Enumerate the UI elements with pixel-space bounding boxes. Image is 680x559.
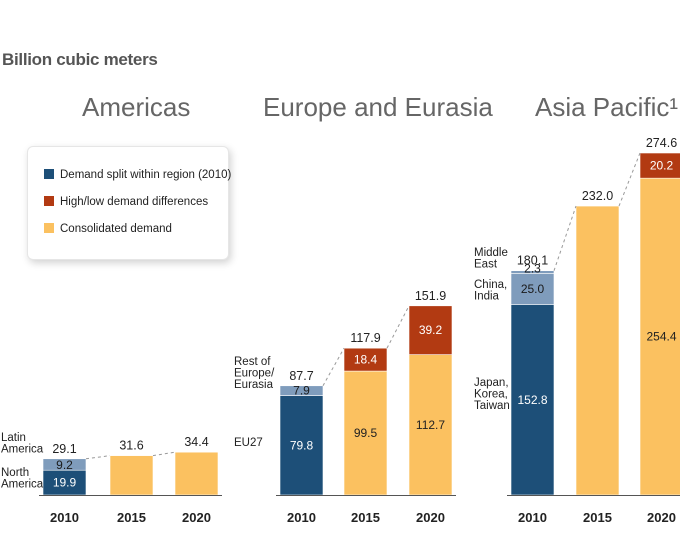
connector-americas-1 (152, 451, 176, 457)
bar-asia-2020-consolidated-demand (639, 177, 680, 496)
x-tick-americas-2015: 2015 (117, 510, 146, 525)
value-label-asia-2020-0: 254.4 (646, 330, 676, 344)
side-label-rest-of-europe-0: Rest of (234, 356, 271, 368)
x-tick-asia-2020: 2020 (647, 510, 676, 525)
bar-americas-2010-north-america (42, 469, 87, 496)
connector-europe-0 (322, 347, 345, 387)
side-label-north-america-0: North (1, 467, 29, 479)
bar-asia-2010-china-india (510, 273, 555, 305)
total-label-asia-2020: 274.6 (646, 136, 677, 150)
bar-asia-2010-middle-east (510, 270, 555, 274)
total-label-europe-2010: 87.7 (289, 369, 313, 383)
value-label-asia-2010-2: 2.3 (524, 262, 541, 276)
side-label-rest-of-europe-2: Eurasia (234, 379, 274, 391)
total-label-americas-2020: 34.4 (184, 435, 208, 449)
side-label-middle-east-0: Middle (474, 247, 508, 259)
value-label-europe-2015-1: 18.4 (354, 353, 378, 367)
bar-europe-2015-high-low-demand-differences (343, 347, 388, 372)
side-label-rest-of-europe-1: Europe/ (234, 368, 275, 380)
side-label-japan-korea-taiwan-0: Japan, (474, 377, 509, 389)
total-label-asia-2015: 232.0 (582, 189, 613, 203)
value-label-asia-2010-0: 152.8 (517, 393, 547, 407)
legend-item-demand-split: Demand split within region (2010) (44, 169, 231, 181)
bar-europe-2010-rest-of-europe-eurasia (279, 385, 324, 396)
value-label-europe-2020-0: 112.7 (416, 418, 445, 432)
bar-americas-2010-latin-america (42, 458, 87, 471)
side-label-latin-america-0: Latin (1, 432, 26, 444)
legend: Demand split within region (2010) High/l… (27, 146, 231, 260)
x-tick-europe-2020: 2020 (416, 510, 445, 525)
legend-label-high-low: High/low demand differences (60, 196, 209, 208)
legend-item-consolidated: Consolidated demand (44, 223, 172, 235)
legend-item-high-low: High/low demand differences (44, 196, 208, 208)
x-tick-americas-2010: 2010 (50, 510, 79, 525)
value-label-asia-2010-1: 25.0 (521, 282, 545, 296)
total-label-europe-2020: 151.9 (415, 289, 446, 303)
side-label-north-america-1: America (1, 479, 44, 491)
connector-asia-1 (618, 152, 641, 207)
bar-asia-2020-high-low-demand-differences (639, 152, 680, 179)
side-label-latin-america-1: America (1, 444, 44, 456)
x-tick-europe-2010: 2010 (287, 510, 316, 525)
bar-asia-2010-japan-korea-taiwan (510, 304, 555, 496)
bar-americas-2015-consolidated-demand (109, 455, 154, 496)
x-tick-americas-2020: 2020 (182, 510, 211, 525)
europe-title: Europe and Eurasia (263, 92, 493, 122)
asia-title: Asia Pacific¹ (535, 92, 679, 122)
legend-swatch-demand-split (44, 169, 54, 179)
bar-americas-2020-consolidated-demand (174, 451, 219, 496)
connector-americas-0 (85, 455, 111, 460)
side-label-china-india-1: India (474, 291, 500, 303)
side-label-eu27-0: EU27 (234, 437, 263, 449)
side-label-japan-korea-taiwan-2: Taiwan (474, 400, 510, 412)
side-label-japan-korea-taiwan-1: Korea, (474, 389, 508, 401)
bar-europe-2020-consolidated-demand (408, 354, 453, 496)
value-label-asia-2020-1: 20.2 (650, 159, 674, 173)
x-tick-asia-2015: 2015 (583, 510, 612, 525)
total-label-americas-2010: 29.1 (52, 442, 76, 456)
x-tick-europe-2015: 2015 (351, 510, 380, 525)
total-label-asia-2010: 180.1 (517, 254, 548, 268)
americas-title: Americas (82, 92, 191, 122)
value-label-europe-2015-0: 99.5 (354, 426, 378, 440)
bar-europe-2020-high-low-demand-differences (408, 305, 453, 355)
value-label-americas-2010-1: 9.2 (56, 458, 73, 472)
unit-label: Billion cubic meters (2, 50, 158, 69)
legend-swatch-consolidated (44, 223, 54, 233)
value-label-europe-2010-0: 79.8 (290, 438, 314, 452)
value-label-americas-2010-0: 19.9 (53, 476, 77, 490)
legend-label-demand-split: Demand split within region (2010) (60, 169, 232, 181)
total-label-americas-2015: 31.6 (119, 439, 143, 453)
connector-europe-1 (386, 305, 410, 349)
side-label-middle-east-1: East (474, 259, 498, 271)
legend-swatch-high-low (44, 196, 54, 206)
value-label-europe-2010-1: 7.9 (293, 384, 310, 398)
x-tick-asia-2010: 2010 (518, 510, 547, 525)
value-label-europe-2020-1: 39.2 (419, 323, 443, 337)
total-label-europe-2015: 117.9 (350, 331, 380, 345)
side-label-china-india-0: China, (474, 279, 507, 291)
connector-asia-0 (553, 205, 577, 271)
legend-label-consolidated: Consolidated demand (60, 223, 172, 235)
bar-europe-2010-eu27 (279, 395, 324, 496)
bar-asia-2015-consolidated-demand (575, 205, 620, 496)
